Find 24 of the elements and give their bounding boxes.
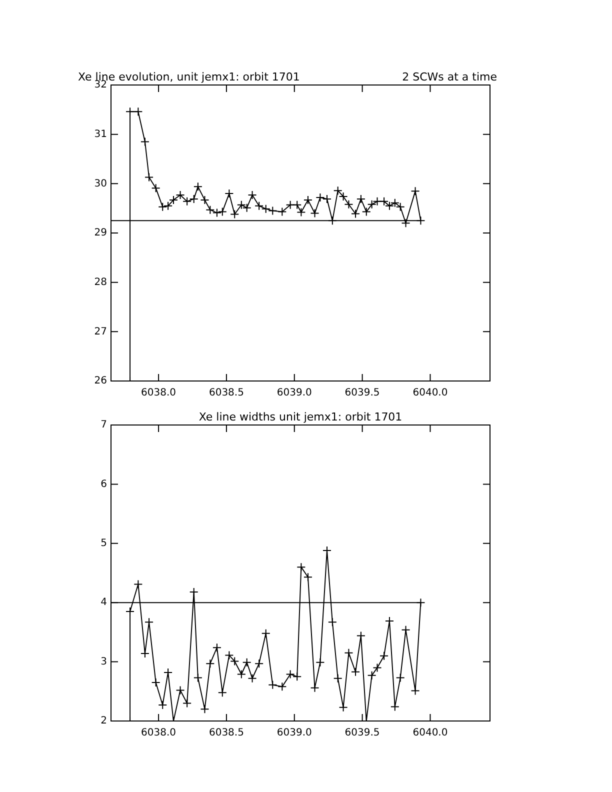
y-tick-label: 2 (100, 716, 107, 727)
x-tick-label: 6039.5 (344, 728, 380, 739)
y-tick-label: 5 (100, 538, 107, 549)
x-tick-label: 6038.5 (208, 728, 244, 739)
y-tick-label: 30 (94, 178, 107, 190)
x-tick-label: 6040.0 (412, 388, 448, 399)
y-tick-label: 7 (100, 420, 107, 431)
y-tick-label: 3 (100, 656, 107, 668)
x-tick-label: 6038.0 (141, 728, 176, 739)
chart-title: Xe line widths unit jemx1: orbit 1701 (198, 410, 402, 424)
x-tick-label: 6039.5 (344, 388, 380, 399)
y-tick-label: 27 (94, 326, 107, 338)
y-tick-label: 26 (94, 376, 107, 387)
x-tick-label: 6040.0 (412, 728, 448, 739)
x-tick-label: 6039.0 (276, 388, 312, 399)
x-tick-label: 6038.5 (208, 388, 244, 399)
y-tick-label: 31 (94, 128, 107, 140)
x-tick-label: 6038.0 (141, 388, 176, 399)
y-tick-label: 29 (94, 228, 107, 239)
x-tick-label: 6039.0 (276, 728, 312, 739)
chart-subtitle: 2 SCWs at a time (402, 70, 498, 84)
y-tick-label: 4 (100, 597, 107, 608)
y-tick-label: 6 (100, 478, 107, 490)
y-tick-label: 28 (94, 276, 107, 288)
